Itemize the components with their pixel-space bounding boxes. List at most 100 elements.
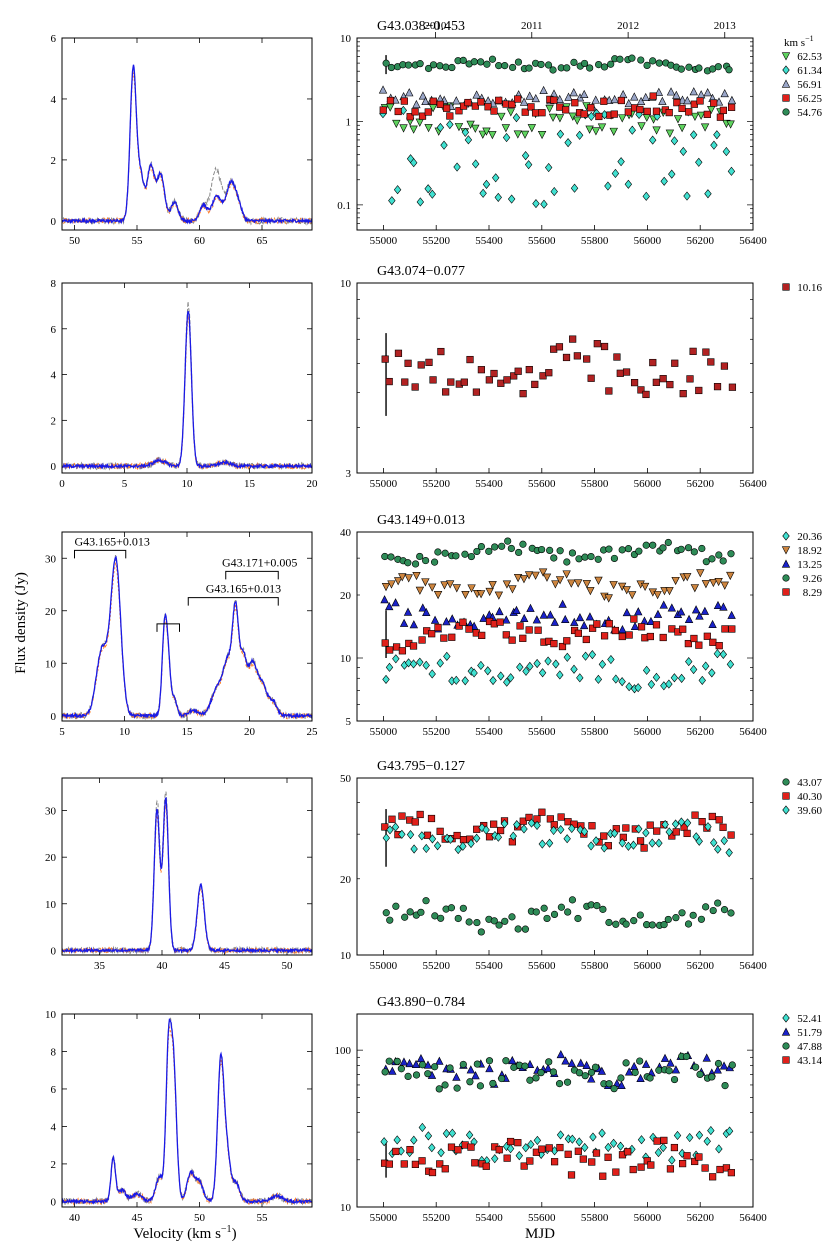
data-point <box>411 383 419 391</box>
data-point <box>661 819 669 830</box>
data-point <box>467 1143 475 1151</box>
data-point <box>563 558 571 566</box>
spectrum-plot: 5 10 15 20 25 0 10 20 30 G43.165+0.013 G43.165+0.0… <box>45 531 318 738</box>
data-point <box>605 387 613 395</box>
data-point <box>587 1068 596 1077</box>
x-tick-label: 55800 <box>581 235 609 247</box>
data-point <box>570 58 578 67</box>
series-43.14 <box>380 1136 735 1181</box>
data-point <box>563 637 571 645</box>
data-point <box>719 1061 729 1070</box>
data-point <box>637 1135 646 1145</box>
data-point <box>412 1071 421 1079</box>
data-point <box>392 654 400 664</box>
data-point <box>649 135 657 145</box>
data-point <box>568 823 576 834</box>
data-point <box>691 811 699 819</box>
data-point <box>698 818 706 826</box>
data-point <box>543 914 551 923</box>
data-point <box>538 668 547 678</box>
data-point <box>666 87 676 96</box>
data-point <box>564 92 573 101</box>
series-8.29 <box>381 615 736 655</box>
data-point <box>567 1171 576 1179</box>
data-point <box>592 836 600 846</box>
data-point <box>385 601 394 611</box>
legend: km s−1 62.53 61.34 56.91 56.25 54.76 <box>781 34 823 119</box>
data-point <box>607 60 615 68</box>
data-point <box>728 1061 736 1069</box>
data-point <box>382 833 391 843</box>
spectrum-plot: 35 40 45 50 0 10 20 30 <box>45 777 313 972</box>
data-point <box>591 1063 600 1071</box>
x-tick-label: 55200 <box>422 478 450 490</box>
data-point <box>635 547 643 555</box>
data-point <box>556 670 564 680</box>
data-point <box>410 158 418 168</box>
data-point <box>533 658 541 669</box>
data-point <box>437 914 445 922</box>
data-point <box>496 618 504 626</box>
data-point <box>707 1125 715 1136</box>
y-tick-label: 0.1 <box>337 200 351 212</box>
data-point <box>563 1078 572 1086</box>
data-point <box>610 1085 618 1093</box>
timeseries-plot: 55000 55200 55400 55600 55800 56000 56200 56400… <box>340 278 767 490</box>
data-point <box>509 63 517 72</box>
data-point <box>519 390 527 398</box>
data-point <box>525 365 533 374</box>
data-point <box>552 659 560 669</box>
data-point <box>409 659 418 669</box>
data-point <box>617 96 625 105</box>
data-point <box>539 610 549 619</box>
data-point <box>698 675 706 685</box>
data-point <box>672 914 680 922</box>
data-point <box>624 1067 634 1076</box>
data-point <box>422 660 430 670</box>
y-tick-label: 20 <box>340 590 352 602</box>
data-point <box>388 196 396 206</box>
data-point <box>642 191 650 201</box>
legend-marker <box>782 778 790 786</box>
data-point <box>605 1080 613 1088</box>
data-point <box>678 95 687 104</box>
data-point <box>448 1128 457 1138</box>
x-tick-label: 55800 <box>581 960 609 972</box>
data-point <box>631 1068 639 1077</box>
data-point <box>588 1158 596 1166</box>
data-point <box>485 833 494 841</box>
data-point <box>411 1059 421 1068</box>
data-point <box>562 570 571 579</box>
data-point <box>418 91 428 100</box>
data-point <box>512 113 521 123</box>
data-point <box>545 104 554 114</box>
x-tick-label: 55800 <box>581 1212 609 1224</box>
data-point <box>646 632 654 641</box>
legend: 20.36 18.92 13.25 9.26 8.29 <box>781 531 823 599</box>
data-point <box>685 108 693 116</box>
data-point <box>624 98 633 108</box>
data-point <box>442 63 450 71</box>
data-point <box>595 112 603 121</box>
data-point <box>678 104 686 113</box>
legend-label: 43.14 <box>797 1055 822 1067</box>
data-point <box>538 568 548 577</box>
data-point <box>649 57 657 65</box>
data-point <box>392 643 401 651</box>
series-54.76 <box>382 54 733 75</box>
data-point <box>673 1130 682 1141</box>
x-tick-label: 56200 <box>686 960 714 972</box>
data-point <box>508 636 516 644</box>
data-point <box>642 828 650 838</box>
data-point <box>617 1080 626 1089</box>
x-axis-label-mjd: MJD <box>525 1226 555 1242</box>
x-tick-label: 45 <box>132 1212 144 1224</box>
data-point <box>464 98 472 107</box>
data-point <box>460 378 468 386</box>
data-point <box>477 58 485 66</box>
data-point <box>502 1057 510 1065</box>
data-point <box>550 910 559 919</box>
y-tick-label: 30 <box>45 553 57 565</box>
legend-label: 56.25 <box>797 93 822 105</box>
data-point <box>600 843 608 853</box>
